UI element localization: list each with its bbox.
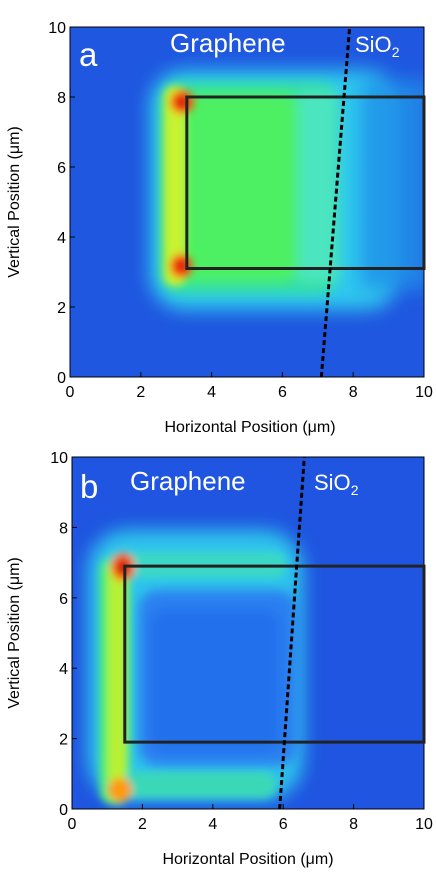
panel-b-ytick-label: 2: [59, 732, 68, 749]
panel-b-xtick-label: 2: [138, 816, 147, 833]
panel-b-xtick-label: 6: [279, 816, 288, 833]
panel-a-xtick-label: 8: [349, 384, 358, 401]
panel-a-xtick-label: 4: [207, 384, 216, 401]
panel-b-ytick-label: 0: [59, 802, 68, 819]
panel-a-left-edge: [164, 86, 186, 286]
panel-b-sio2-label: SiO2: [314, 470, 359, 498]
panel-a-sio2-sub: 2: [392, 44, 400, 60]
panel-a-xtick-label: 6: [278, 384, 287, 401]
panel-b-bottom-edge: [106, 772, 276, 798]
panel-b-xlabel: Horizontal Position (μm): [162, 851, 333, 868]
panel-a-ytick-label: 4: [57, 230, 66, 247]
panel-b-xtick-label: 0: [68, 816, 77, 833]
panel-a-ytick-label: 6: [57, 160, 66, 177]
panel-b-ytick-label: 10: [50, 450, 68, 467]
panel-b-xtick-label: 4: [208, 816, 217, 833]
panel-b-heatmap: [72, 457, 424, 809]
panel-b-ytick-label: 4: [59, 661, 68, 678]
panel-b-ticks: 0 2 4 6 8 10 0 2 4 6 8 10: [50, 450, 433, 833]
panel-b-ytick-label: 6: [59, 591, 68, 608]
panel-a-xlabel: Horizontal Position (μm): [164, 419, 335, 436]
panel-b-boundary-line: [278, 456, 306, 810]
panel-a-xtick-label: 10: [415, 384, 433, 401]
panel-a-sio2-base: SiO: [355, 32, 392, 57]
panel-b-letter: b: [80, 468, 98, 505]
panel-b-xtick-label: 8: [349, 816, 358, 833]
panel-a-region-box: [185, 95, 426, 270]
panel-a-ylabel: Vertical Position (μm): [6, 126, 23, 277]
panel-b-sio2-sub: 2: [351, 482, 359, 498]
panel-a-ytick-label: 10: [48, 20, 66, 37]
panel-b-graphene-label: Graphene: [130, 466, 246, 496]
panel-b-sio2-base: SiO: [314, 470, 351, 495]
panel-a-heatmap: [70, 27, 424, 377]
panel-b-ylabel: Vertical Position (μm): [6, 557, 23, 708]
panel-b-xtick-label: 10: [415, 816, 433, 833]
panel-a-ytick-label: 0: [57, 370, 66, 387]
panel-a-ytick-label: 2: [57, 300, 66, 317]
panel-a-sio2-label: SiO2: [355, 32, 400, 60]
panel-b-hotspot-bottom: [108, 778, 132, 802]
panel-a-xtick-label: 2: [136, 384, 145, 401]
panel-a-xtick-label: 0: [66, 384, 75, 401]
panel-a-ytick-label: 8: [57, 90, 66, 107]
panel-a-graphene-label: Graphene: [170, 28, 286, 58]
panel-a-boundary-line: [319, 26, 352, 378]
panel-a-letter: a: [79, 36, 98, 73]
panel-a-ticks: 0 2 4 6 8 10 0 2 4 6 8 10: [48, 20, 433, 401]
panel-b-region-box: [123, 564, 426, 744]
panel-b-ytick-label: 8: [59, 520, 68, 537]
